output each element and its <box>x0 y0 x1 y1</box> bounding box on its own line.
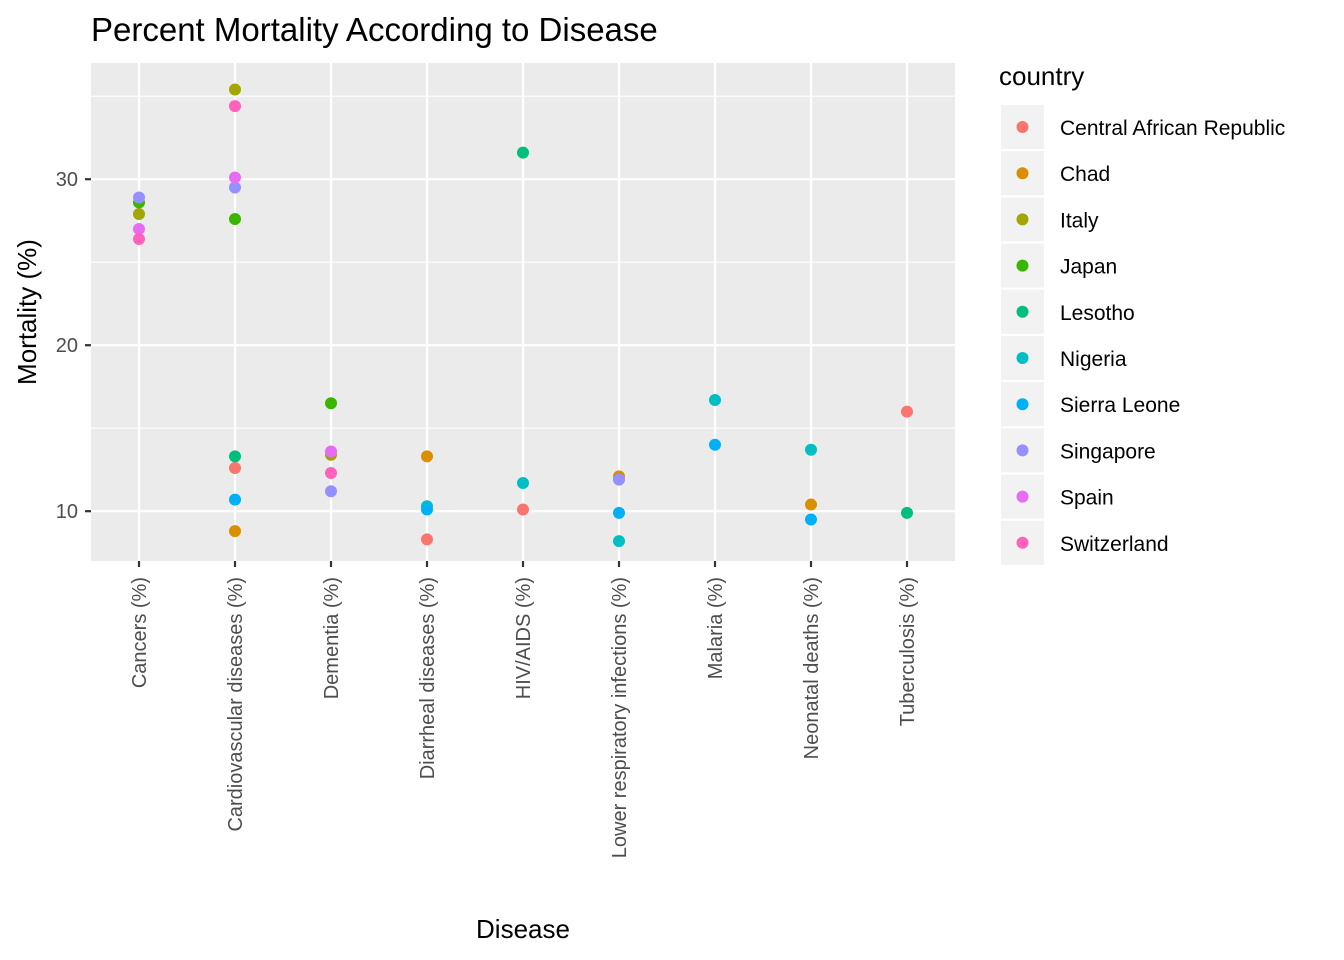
legend-swatch <box>1016 398 1029 411</box>
x-tick-label: Diarrheal diseases (%) <box>417 577 439 779</box>
data-point <box>517 503 529 516</box>
data-point <box>517 476 529 489</box>
data-point <box>133 232 145 245</box>
data-point <box>229 450 241 463</box>
y-tick-label: 10 <box>56 501 78 523</box>
data-point <box>805 443 817 456</box>
legend-label: Lesotho <box>1060 302 1135 325</box>
y-tick-label: 30 <box>56 169 78 191</box>
data-point <box>421 450 433 463</box>
x-tick-label: HIV/AIDS (%) <box>513 577 535 699</box>
legend-label: Chad <box>1060 163 1110 186</box>
legend-title: country <box>999 61 1084 91</box>
x-tick-label: Neonatal deaths (%) <box>801 577 823 759</box>
legend-swatch <box>1016 490 1029 503</box>
legend-swatch <box>1016 167 1029 180</box>
data-point <box>325 467 337 480</box>
data-point <box>229 525 241 538</box>
x-axis-title: Disease <box>476 914 570 944</box>
data-point <box>805 513 817 526</box>
legend-label: Central African Republic <box>1060 117 1285 140</box>
data-point <box>229 493 241 506</box>
x-tick-label: Tuberculosis (%) <box>897 577 919 726</box>
y-axis-title: Mortality (%) <box>12 239 42 385</box>
x-tick-label: Cardiovascular diseases (%) <box>225 577 247 832</box>
legend-swatch <box>1016 121 1029 133</box>
data-point <box>421 533 433 546</box>
data-point <box>229 462 241 475</box>
data-point <box>229 83 241 96</box>
legend-label: Italy <box>1060 209 1099 232</box>
data-point <box>325 397 337 410</box>
data-point <box>133 223 145 235</box>
legend-label: Sierra Leone <box>1060 394 1180 417</box>
data-point <box>613 506 625 519</box>
chart-title: Percent Mortality According to Disease <box>91 11 658 48</box>
legend-label: Nigeria <box>1060 348 1127 371</box>
legend-label: Switzerland <box>1060 533 1169 556</box>
legend-swatch <box>1016 444 1029 457</box>
data-point <box>613 473 625 486</box>
data-point <box>133 208 145 221</box>
y-tick-label: 20 <box>56 335 78 357</box>
legend-swatch <box>1016 536 1029 549</box>
data-point <box>517 146 529 159</box>
data-point <box>805 498 817 511</box>
x-tick-label: Dementia (%) <box>321 577 343 699</box>
x-axis: Cancers (%) Cardiovascular diseases (%) De… <box>129 561 919 858</box>
data-point <box>613 535 625 548</box>
legend-swatch <box>1016 213 1029 226</box>
y-axis: 10 20 30 <box>56 169 91 523</box>
x-tick-label: Cancers (%) <box>129 577 151 688</box>
data-point <box>421 503 433 516</box>
data-point <box>229 171 241 184</box>
legend-label: Spain <box>1060 487 1114 510</box>
data-point <box>901 405 913 418</box>
data-point <box>229 100 241 113</box>
legend-swatch <box>1016 305 1029 318</box>
data-point <box>325 485 337 498</box>
x-tick-label: Malaria (%) <box>705 577 727 679</box>
legend-swatch <box>1016 352 1029 364</box>
x-tick-label: Lower respiratory infections (%) <box>609 577 631 858</box>
data-point <box>229 213 241 226</box>
legend: Central African Republic Chad Italy Japan Le… <box>1001 105 1285 565</box>
legend-label: Singapore <box>1060 440 1156 463</box>
legend-label: Japan <box>1060 256 1117 279</box>
data-point <box>325 445 337 458</box>
data-point <box>229 181 241 194</box>
data-point <box>709 393 721 406</box>
legend-swatch <box>1016 259 1029 272</box>
data-point <box>709 438 721 451</box>
data-points <box>133 83 913 548</box>
data-point <box>133 191 145 204</box>
data-point <box>901 506 913 519</box>
